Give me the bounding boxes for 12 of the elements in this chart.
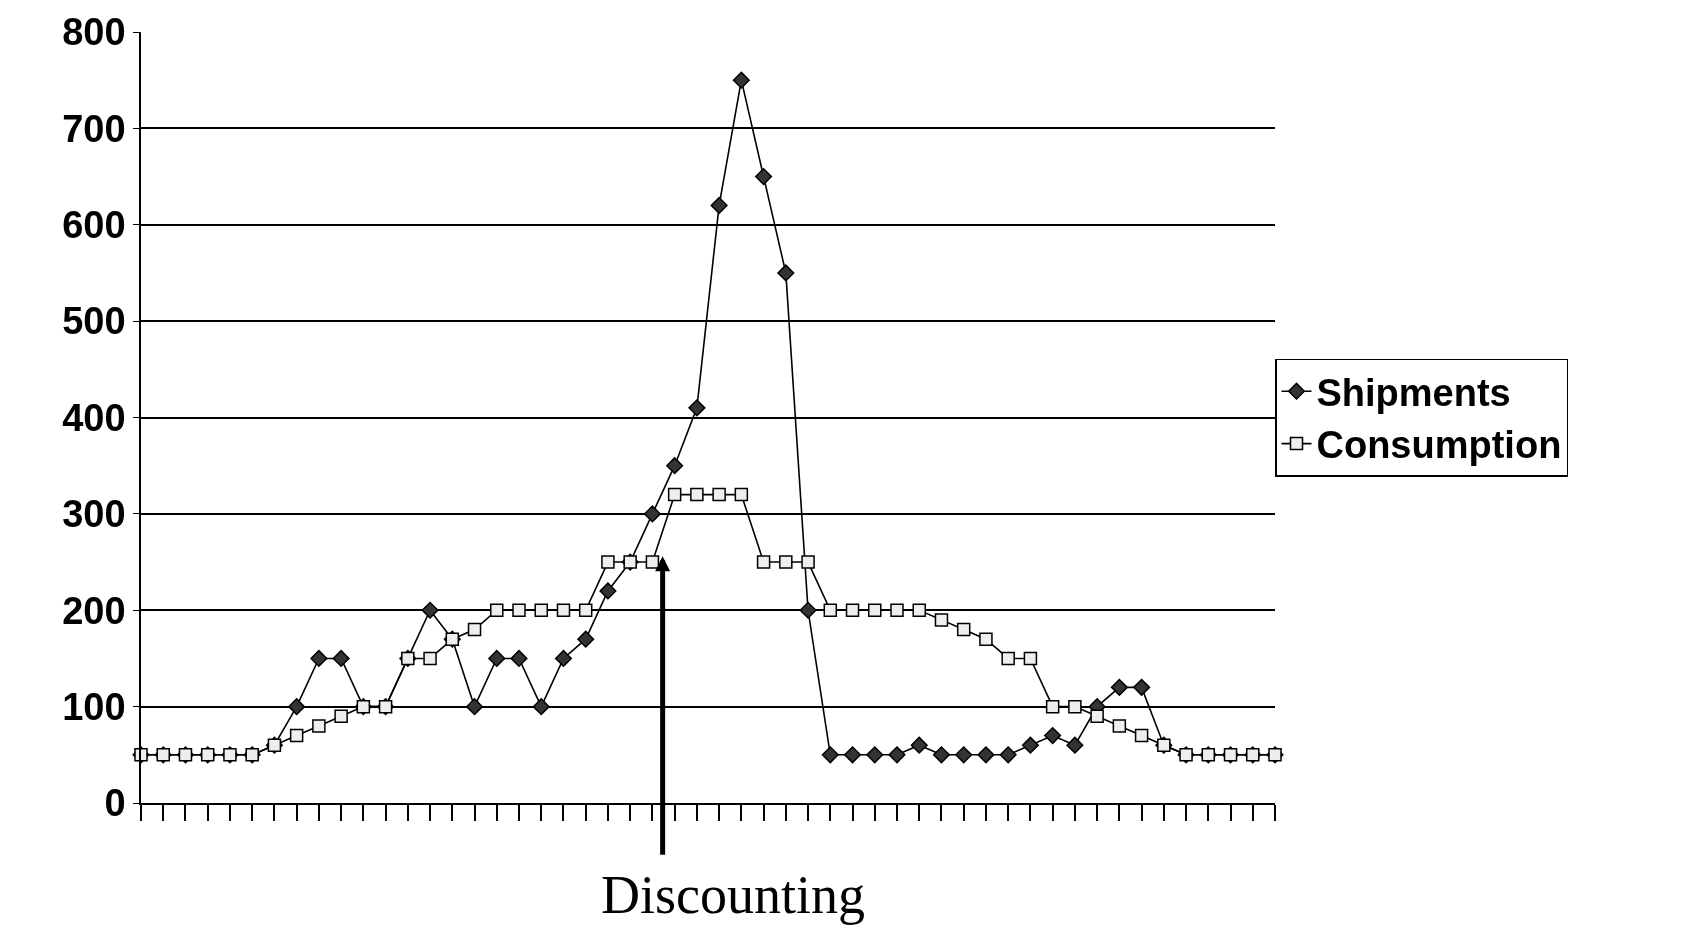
y-tick-label: 0 [104, 782, 126, 825]
y-tick-label: 300 [62, 493, 126, 536]
text: Discounting [601, 865, 865, 925]
y-tick-label: 500 [62, 300, 126, 343]
y-tick-label: 100 [62, 685, 126, 728]
y-tick-label: 400 [62, 396, 126, 439]
legend-label: Consumption [1316, 424, 1562, 467]
y-tick-label: 800 [62, 11, 126, 54]
y-tick-label: 600 [62, 204, 126, 247]
y-tick-label: 700 [62, 107, 126, 150]
legend-label: Shipments [1316, 372, 1511, 415]
y-tick-label: 200 [62, 589, 126, 632]
